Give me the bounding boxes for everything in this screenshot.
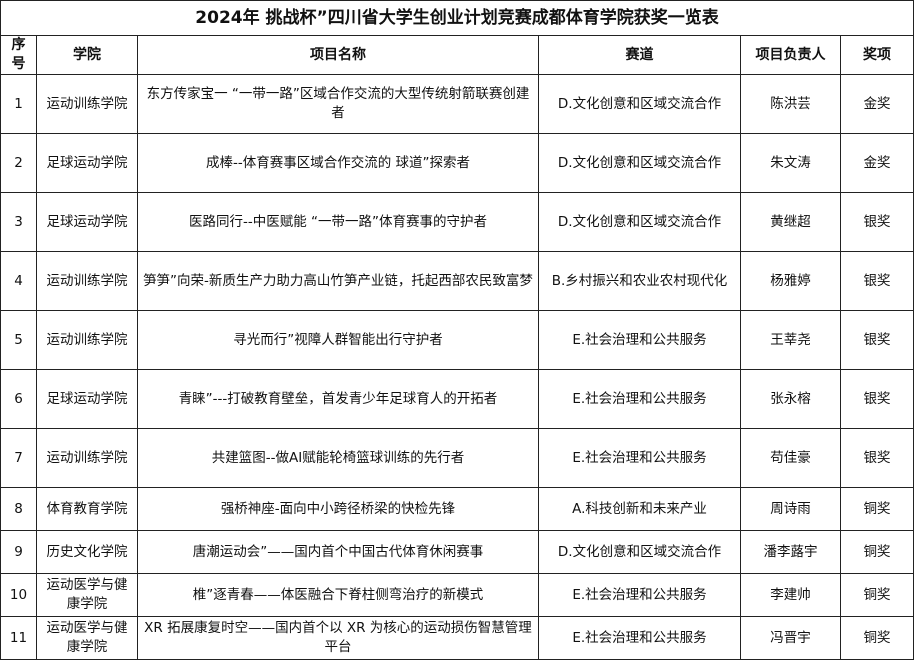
cell-leader: 冯晋宇 <box>740 616 841 660</box>
cell-leader: 李建帅 <box>740 573 841 617</box>
cell-project: XR 拓展康复时空——国内首个以 XR 为核心的运动损伤智慧管理平台 <box>137 616 539 660</box>
cell-award: 银奖 <box>840 192 914 252</box>
table-row: 6 足球运动学院 青睐”---打破教育壁垒，首发青少年足球育人的开拓者 E.社会治理和… <box>0 369 914 429</box>
cell-no: 10 <box>0 573 37 617</box>
cell-award: 铜奖 <box>840 487 914 531</box>
cell-college: 足球运动学院 <box>36 133 138 193</box>
cell-project: 东方传家宝一 “一带一路”区域合作交流的大型传统射箭联赛创建者 <box>137 74 539 134</box>
cell-college: 运动医学与健康学院 <box>36 616 138 660</box>
cell-track: D.文化创意和区域交流合作 <box>538 192 741 252</box>
cell-college: 足球运动学院 <box>36 369 138 429</box>
cell-award: 银奖 <box>840 428 914 488</box>
cell-no: 1 <box>0 74 37 134</box>
cell-project: 共建篮图--做AI赋能轮椅篮球训练的先行者 <box>137 428 539 488</box>
header-college: 学院 <box>36 35 138 75</box>
cell-track: D.文化创意和区域交流合作 <box>538 133 741 193</box>
cell-no: 4 <box>0 251 37 311</box>
header-award: 奖项 <box>840 35 914 75</box>
cell-project: 笋笋”向荣-新质生产力助力高山竹笋产业链，托起西部农民致富梦 <box>137 251 539 311</box>
cell-award: 铜奖 <box>840 573 914 617</box>
cell-no: 9 <box>0 530 37 574</box>
table-row: 3 足球运动学院 医路同行--中医赋能 “一带一路”体育赛事的守护者 D.文化创意和区… <box>0 192 914 252</box>
table-row: 8 体育教育学院 强桥神座-面向中小跨径桥梁的快检先锋 A.科技创新和未来产业 周诗雨铜… <box>0 487 914 531</box>
cell-college: 运动训练学院 <box>36 74 138 134</box>
cell-no: 8 <box>0 487 37 531</box>
table-row: 5 运动训练学院 寻光而行”视障人群智能出行守护者 E.社会治理和公共服务 王莘尧 银奖 <box>0 310 914 370</box>
table-row: 10 运动医学与健康学院 椎”逐青春——体医融合下脊柱侧弯治疗的新模式 E.社会治理和… <box>0 573 914 617</box>
cell-college: 运动训练学院 <box>36 251 138 311</box>
cell-track: A.科技创新和未来产业 <box>538 487 741 531</box>
cell-award: 银奖 <box>840 369 914 429</box>
cell-track: D.文化创意和区域交流合作 <box>538 530 741 574</box>
cell-leader: 王莘尧 <box>740 310 841 370</box>
cell-college: 运动医学与健康学院 <box>36 573 138 617</box>
cell-leader: 陈洪芸 <box>740 74 841 134</box>
cell-no: 6 <box>0 369 37 429</box>
cell-track: E.社会治理和公共服务 <box>538 428 741 488</box>
cell-leader: 黄继超 <box>740 192 841 252</box>
cell-no: 5 <box>0 310 37 370</box>
cell-leader: 张永榕 <box>740 369 841 429</box>
cell-track: B.乡村振兴和农业农村现代化 <box>538 251 741 311</box>
cell-track: E.社会治理和公共服务 <box>538 573 741 617</box>
cell-college: 足球运动学院 <box>36 192 138 252</box>
cell-college: 运动训练学院 <box>36 428 138 488</box>
header-row: 序号 学院 项目名称 赛道 项目负责人 奖项 <box>0 35 914 75</box>
cell-no: 7 <box>0 428 37 488</box>
table-row: 2 足球运动学院 成棒--体育赛事区域合作交流的 球道”探索者 D.文化创意和区域交流… <box>0 133 914 193</box>
cell-no: 2 <box>0 133 37 193</box>
table-row: 11 运动医学与健康学院 XR 拓展康复时空——国内首个以 XR 为核心的运动损伤智… <box>0 616 914 660</box>
table-row: 7 运动训练学院 共建篮图--做AI赋能轮椅篮球训练的先行者 E.社会治理和公共服务苟… <box>0 428 914 488</box>
cell-track: E.社会治理和公共服务 <box>538 369 741 429</box>
cell-award: 金奖 <box>840 133 914 193</box>
cell-award: 铜奖 <box>840 530 914 574</box>
table-title: 2024年 挑战杯”四川省大学生创业计划竞赛成都体育学院获奖一览表 <box>0 0 914 36</box>
cell-track: D.文化创意和区域交流合作 <box>538 74 741 134</box>
header-leader: 项目负责人 <box>740 35 841 75</box>
cell-project: 椎”逐青春——体医融合下脊柱侧弯治疗的新模式 <box>137 573 539 617</box>
cell-project: 强桥神座-面向中小跨径桥梁的快检先锋 <box>137 487 539 531</box>
header-no: 序号 <box>0 35 37 75</box>
cell-project: 青睐”---打破教育壁垒，首发青少年足球育人的开拓者 <box>137 369 539 429</box>
cell-project: 唐潮运动会”——国内首个中国古代体育休闲赛事 <box>137 530 539 574</box>
cell-leader: 周诗雨 <box>740 487 841 531</box>
header-track: 赛道 <box>538 35 741 75</box>
cell-college: 历史文化学院 <box>36 530 138 574</box>
cell-college: 体育教育学院 <box>36 487 138 531</box>
cell-no: 11 <box>0 616 37 660</box>
cell-track: E.社会治理和公共服务 <box>538 310 741 370</box>
cell-award: 铜奖 <box>840 616 914 660</box>
table-row: 4 运动训练学院 笋笋”向荣-新质生产力助力高山竹笋产业链，托起西部农民致富梦 B.乡… <box>0 251 914 311</box>
cell-project: 医路同行--中医赋能 “一带一路”体育赛事的守护者 <box>137 192 539 252</box>
cell-no: 3 <box>0 192 37 252</box>
header-project: 项目名称 <box>137 35 539 75</box>
cell-leader: 杨雅婷 <box>740 251 841 311</box>
cell-track: E.社会治理和公共服务 <box>538 616 741 660</box>
cell-college: 运动训练学院 <box>36 310 138 370</box>
cell-leader: 苟佳豪 <box>740 428 841 488</box>
cell-leader: 潘李蕗宇 <box>740 530 841 574</box>
table-row: 1 运动训练学院 东方传家宝一 “一带一路”区域合作交流的大型传统射箭联赛创建者 D.… <box>0 74 914 134</box>
cell-project: 寻光而行”视障人群智能出行守护者 <box>137 310 539 370</box>
cell-award: 银奖 <box>840 310 914 370</box>
cell-award: 金奖 <box>840 74 914 134</box>
cell-leader: 朱文涛 <box>740 133 841 193</box>
table-row: 9 历史文化学院 唐潮运动会”——国内首个中国古代体育休闲赛事 D.文化创意和区域交流… <box>0 530 914 574</box>
cell-award: 银奖 <box>840 251 914 311</box>
cell-project: 成棒--体育赛事区域合作交流的 球道”探索者 <box>137 133 539 193</box>
